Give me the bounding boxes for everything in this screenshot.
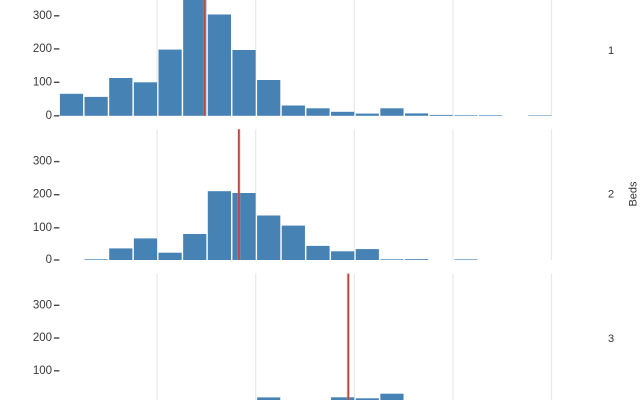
svg-text:300: 300 bbox=[33, 10, 52, 22]
svg-text:0: 0 bbox=[46, 254, 52, 266]
svg-text:Beds: Beds bbox=[628, 181, 640, 207]
svg-text:100: 100 bbox=[33, 222, 52, 234]
svg-text:0: 0 bbox=[46, 110, 52, 122]
svg-text:100: 100 bbox=[33, 365, 52, 377]
svg-text:100: 100 bbox=[33, 76, 52, 88]
svg-text:200: 200 bbox=[33, 189, 52, 201]
svg-text:200: 200 bbox=[33, 43, 52, 55]
svg-text:1: 1 bbox=[608, 45, 614, 57]
svg-text:300: 300 bbox=[33, 299, 52, 311]
svg-text:300: 300 bbox=[33, 156, 52, 168]
svg-text:200: 200 bbox=[33, 332, 52, 344]
svg-text:3: 3 bbox=[608, 333, 614, 345]
svg-text:2: 2 bbox=[608, 188, 614, 200]
